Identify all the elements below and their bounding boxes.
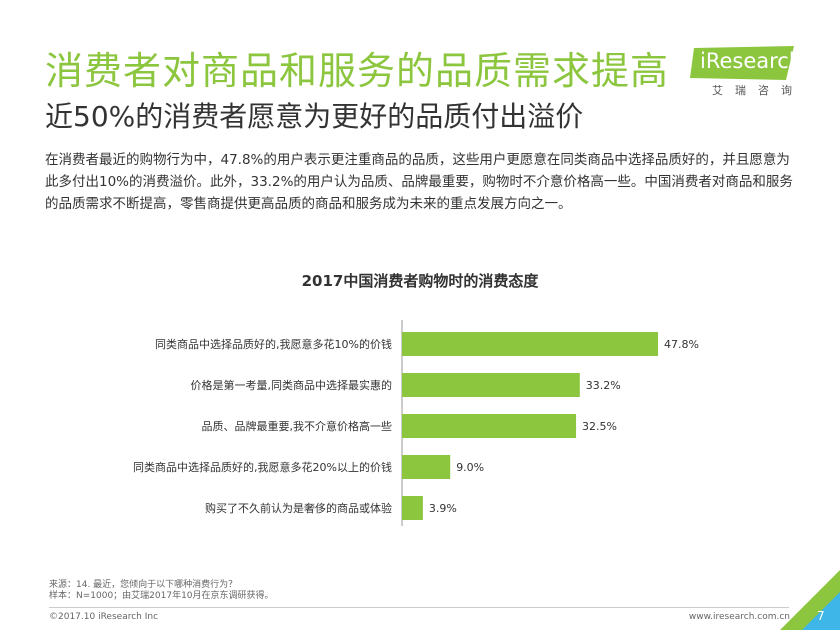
- category-label: 同类商品中选择品质好的,我愿意多花10%的价钱: [155, 337, 392, 351]
- bar-value-label: 47.8%: [664, 338, 699, 351]
- bar: [402, 332, 658, 356]
- category-label: 同类商品中选择品质好的,我愿意多花20%以上的价钱: [133, 460, 392, 474]
- category-label: 价格是第一考量,同类商品中选择最实惠的: [191, 378, 393, 392]
- bar-value-label: 33.2%: [586, 379, 621, 392]
- footer-divider: [49, 607, 789, 608]
- bar-value-label: 3.9%: [429, 502, 457, 515]
- footer-sample: 样本：N=1000；由艾瑞2017年10月在京东调研获得。: [49, 591, 274, 601]
- bar: [402, 414, 577, 438]
- bar: [402, 373, 580, 397]
- bar: [402, 496, 423, 520]
- page-subtitle: 近50%的消费者愿意为更好的品质付出溢价: [45, 100, 584, 133]
- page-title: 消费者对商品和服务的品质需求提高: [45, 49, 670, 93]
- bar-value-label: 9.0%: [456, 461, 484, 474]
- summary-paragraph: 在消费者最近的购物行为中，47.8%的用户表示更注重商品的品质，这些用户更愿意在…: [45, 152, 793, 212]
- bar-chart: 同类商品中选择品质好的,我愿意多花10%的价钱 47.8% 价格是第一考量,同类商品…: [133, 320, 699, 526]
- footer-copyright: ©2017.10 iResearch Inc: [49, 612, 159, 622]
- iresearch-logo: iResearch 艾瑞咨询: [690, 42, 803, 102]
- bar: [402, 455, 451, 479]
- corner-decoration-icon: [780, 570, 840, 630]
- page-number: 7: [817, 609, 825, 623]
- chart-title: 2017中国消费者购物时的消费态度: [301, 272, 539, 290]
- logo-subtext: 艾瑞咨询: [712, 84, 804, 97]
- footer-source-question: 来源：14. 最近，您倾向于以下哪种消费行为？: [49, 580, 238, 590]
- logo-text: iResearch: [700, 49, 803, 73]
- footer-website[interactable]: www.iresearch.com.cn: [688, 612, 790, 622]
- logo-badge-icon: [690, 46, 794, 80]
- footer-source: 来源：14. 最近，您倾向于以下哪种消费行为？ 样本：N=1000；由艾瑞201…: [49, 580, 274, 602]
- category-label: 购买了不久前认为是奢侈的商品或体验: [205, 501, 392, 515]
- category-label: 品质、品牌最重要,我不介意价格高一些: [202, 419, 393, 433]
- bar-value-label: 32.5%: [582, 420, 617, 433]
